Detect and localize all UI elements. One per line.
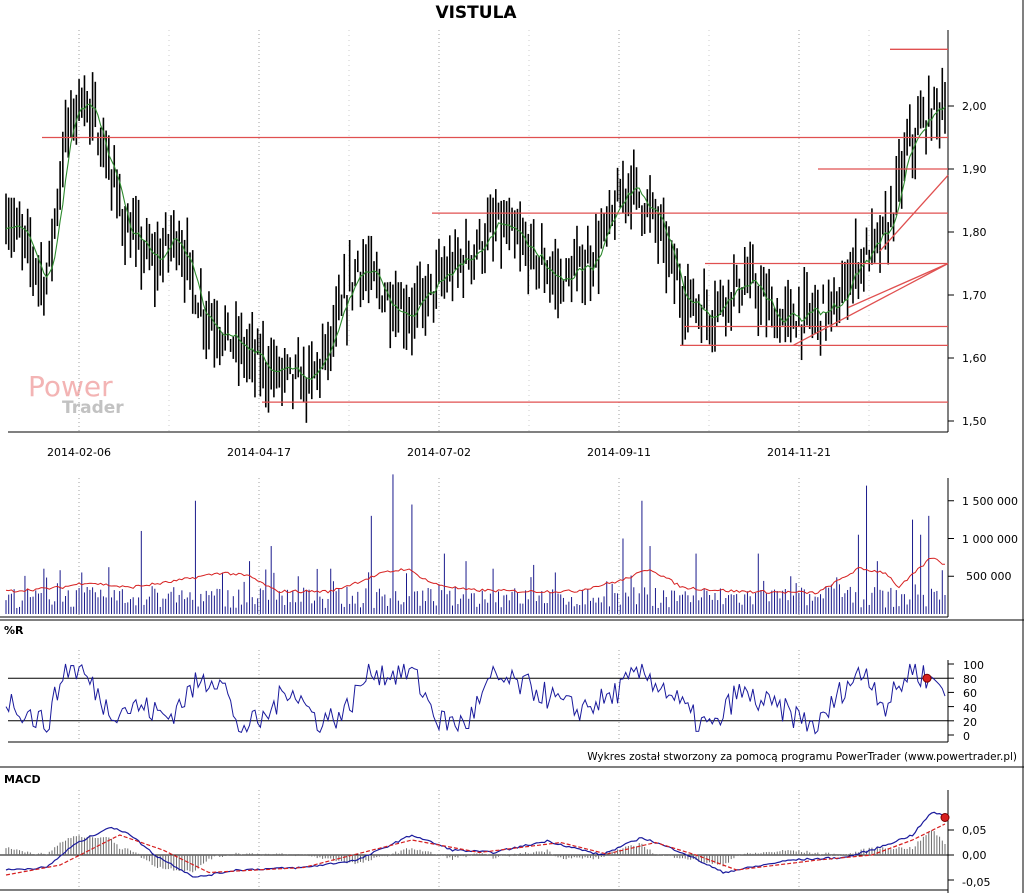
macd-y-tick: -0,05: [962, 876, 990, 889]
price-y-tick: 1,50: [962, 415, 987, 428]
credit-text: Wykres został stworzony za pomocą progra…: [587, 751, 1017, 763]
price-y-tick: 1,90: [962, 163, 987, 176]
volume-panel: [5, 474, 954, 614]
price-y-tick: 2,00: [962, 100, 987, 113]
macd-signal-line: [5, 823, 946, 876]
price-y-tick: 1,70: [962, 289, 987, 302]
x-tick-label: 2014-11-21: [767, 446, 831, 459]
price-panel: [5, 48, 954, 423]
price-y-tick: 1,60: [962, 352, 987, 365]
macd-line: [5, 811, 946, 878]
x-tick-label: 2014-09-11: [587, 446, 651, 459]
wr-marker: [922, 673, 932, 683]
macd-panel: [0, 811, 954, 881]
trend-line: [847, 262, 949, 309]
wr-panel-label: %R: [4, 624, 24, 637]
watermark-power: Power: [28, 370, 113, 403]
macd-y-tick: 0,00: [962, 849, 987, 862]
macd-y-tick: 0,05: [962, 824, 987, 837]
x-tick-label: 2014-02-06: [47, 446, 111, 459]
trend-line: [792, 262, 949, 346]
moving-average-line: [5, 103, 946, 381]
wr-y-tick: 40: [963, 702, 977, 715]
williams-r-line: [5, 663, 946, 735]
wr-y-tick: 100: [963, 659, 984, 672]
watermark-trader: Trader: [62, 398, 124, 418]
volume-y-tick: 500 000: [966, 570, 1012, 583]
volume-average-line: [5, 557, 946, 595]
wr-y-tick: 80: [963, 673, 977, 686]
williams-r-panel: [5, 663, 954, 736]
wr-y-tick: 20: [963, 716, 977, 729]
x-tick-label: 2014-07-02: [407, 446, 471, 459]
volume-y-tick: 1 500 000: [962, 495, 1018, 508]
x-tick-label: 2014-04-17: [227, 446, 291, 459]
volume-y-tick: 1 000 000: [962, 533, 1018, 546]
wr-y-tick: 60: [963, 687, 977, 700]
wr-y-tick: 0: [963, 730, 970, 743]
macd-panel-label: MACD: [4, 773, 41, 786]
price-y-tick: 1,80: [962, 226, 987, 239]
trend-line: [879, 174, 949, 252]
macd-marker: [940, 813, 950, 822]
chart-title: VISTULA: [435, 3, 517, 23]
